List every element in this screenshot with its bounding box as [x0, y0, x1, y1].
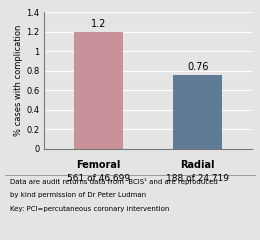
- Y-axis label: % cases with complication: % cases with complication: [14, 25, 23, 136]
- Text: 0.76: 0.76: [187, 62, 209, 72]
- Text: Key: PCI=percutaneous coronary intervention: Key: PCI=percutaneous coronary intervent…: [10, 206, 170, 212]
- Text: 1.2: 1.2: [91, 19, 106, 29]
- Bar: [74, 31, 124, 149]
- Text: 561 of 46,699: 561 of 46,699: [67, 174, 130, 183]
- Text: Femoral: Femoral: [76, 160, 121, 170]
- Text: 188 of 24,719: 188 of 24,719: [166, 174, 229, 183]
- Bar: [173, 75, 223, 149]
- Text: Radial: Radial: [180, 160, 215, 170]
- Text: by kind permission of Dr Peter Ludman: by kind permission of Dr Peter Ludman: [10, 192, 147, 198]
- Text: Data are audit returns data from  BCIS¹ and are reproduced: Data are audit returns data from BCIS¹ a…: [10, 178, 218, 185]
